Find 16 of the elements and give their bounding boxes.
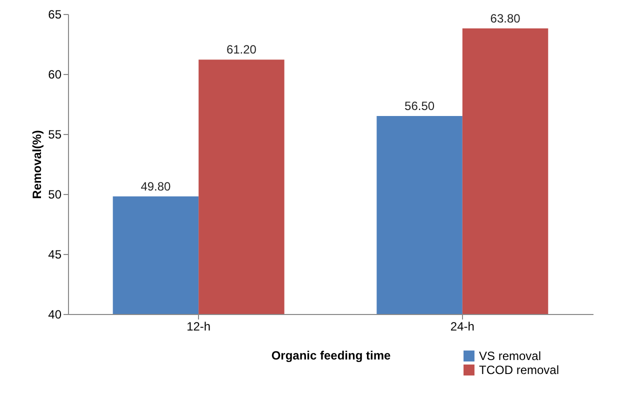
legend-label: VS removal bbox=[479, 349, 542, 363]
x-tick-label: 24-h bbox=[450, 320, 474, 334]
data-label: 56.50 bbox=[404, 99, 435, 113]
legend-label: TCOD removal bbox=[479, 363, 560, 377]
y-tick-label: 45 bbox=[48, 248, 62, 262]
y-tick-label: 40 bbox=[48, 308, 62, 322]
y-tick-label: 65 bbox=[48, 8, 62, 22]
y-tick-label: 55 bbox=[48, 128, 62, 142]
x-axis-title: Organic feeding time bbox=[271, 348, 391, 362]
y-tick-label: 50 bbox=[48, 188, 62, 202]
y-axis-title: Removal(%) bbox=[30, 130, 44, 199]
x-tick-label: 12-h bbox=[186, 320, 211, 334]
y-tick-label: 60 bbox=[48, 68, 62, 82]
data-label: 61.20 bbox=[226, 42, 257, 57]
data-label: 49.80 bbox=[140, 179, 172, 194]
data-label: 63.80 bbox=[490, 11, 521, 26]
